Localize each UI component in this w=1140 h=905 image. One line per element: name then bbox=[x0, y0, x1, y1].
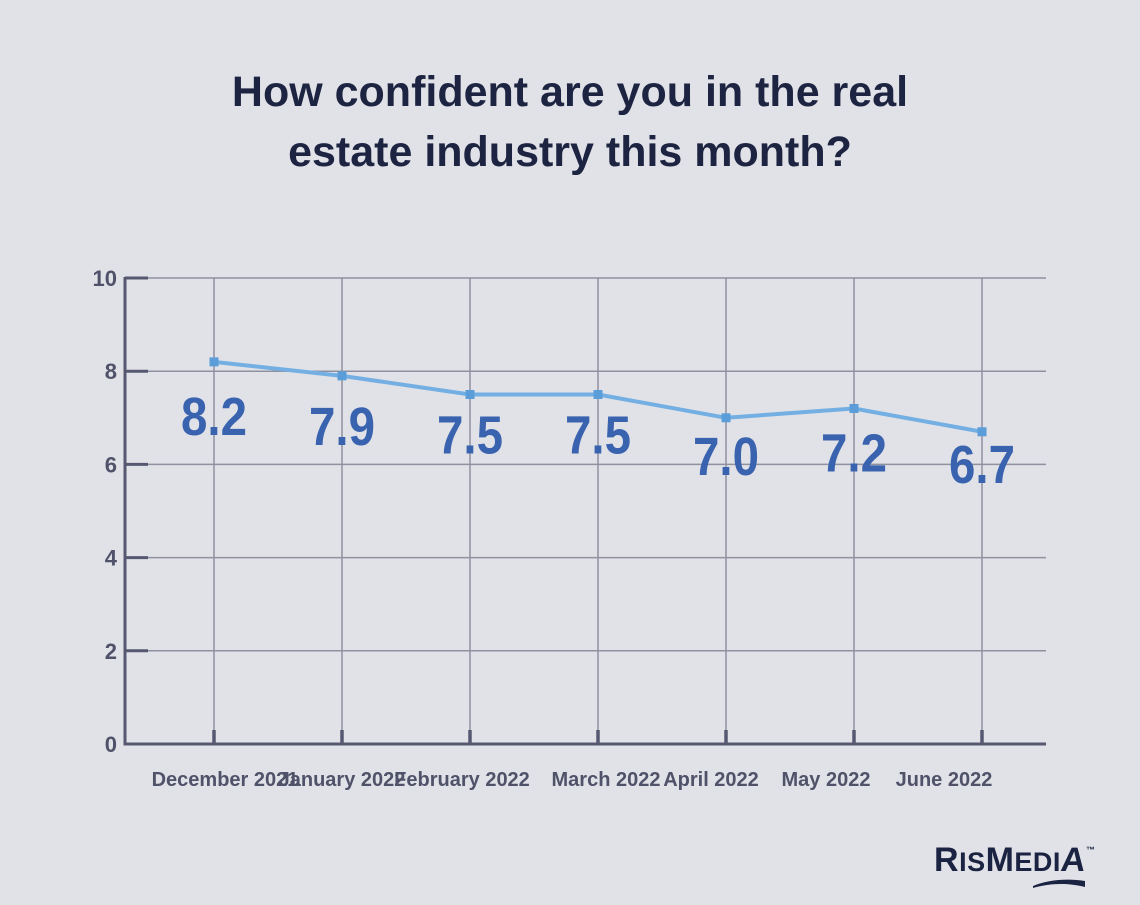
logo-segment: IS bbox=[959, 847, 986, 877]
data-point-value-label: 7.5 bbox=[565, 406, 631, 466]
data-point-marker bbox=[721, 413, 731, 423]
data-point-marker bbox=[593, 390, 603, 399]
page-title-line-2: estate industry this month? bbox=[288, 128, 852, 176]
logo-swoosh-icon bbox=[1033, 879, 1085, 888]
y-axis-labels: 0 2 4 6 8 10 bbox=[93, 266, 118, 757]
logo-segment: M bbox=[985, 841, 1015, 879]
x-axis-category-label: May 2022 bbox=[782, 769, 871, 791]
y-axis-tick-label: 0 bbox=[105, 732, 117, 757]
logo-segment: R bbox=[934, 841, 960, 879]
page-title-line-1: How confident are you in the real bbox=[231, 68, 909, 116]
data-point-value-label: 7.2 bbox=[821, 423, 887, 483]
data-point-marker bbox=[849, 403, 859, 413]
page-title: How confident are you in the real estate… bbox=[0, 62, 1140, 182]
logo-segment: A bbox=[1058, 841, 1088, 879]
rismedia-logo: RISMEDIA™ bbox=[934, 833, 1095, 888]
data-point-markers bbox=[209, 357, 987, 437]
y-axis-tick-label: 10 bbox=[93, 266, 117, 291]
horizontal-gridlines bbox=[125, 277, 1046, 652]
x-axis-category-label: February 2022 bbox=[394, 769, 530, 791]
y-axis-tick-label: 4 bbox=[105, 546, 118, 571]
data-point-value-label: 7.5 bbox=[437, 406, 503, 466]
y-axis-tick-label: 2 bbox=[105, 639, 117, 664]
x-axis-category-label: January 2022 bbox=[279, 769, 406, 791]
data-point-marker bbox=[209, 357, 219, 367]
logo-segment: EDI bbox=[1014, 847, 1061, 877]
x-axis-category-label: June 2022 bbox=[896, 769, 993, 791]
y-axis-tick-label: 8 bbox=[105, 359, 117, 384]
data-point-value-label: 7.9 bbox=[309, 397, 375, 457]
data-point-marker bbox=[977, 427, 987, 437]
data-point-marker bbox=[337, 371, 347, 381]
x-axis-category-label: December 2021 bbox=[152, 769, 299, 791]
data-point-value-label: 7.0 bbox=[693, 427, 759, 487]
vertical-gridlines bbox=[213, 278, 983, 744]
tick-marks bbox=[125, 276, 984, 744]
data-point-value-label: 8.2 bbox=[181, 387, 247, 447]
data-point-marker bbox=[465, 390, 475, 399]
value-labels: 8.2 7.9 7.5 7.5 7.0 7.2 6.7 bbox=[181, 387, 1015, 495]
x-axis-category-label: April 2022 bbox=[663, 769, 759, 791]
data-point-value-label: 6.7 bbox=[949, 435, 1015, 495]
axes bbox=[123, 277, 1046, 746]
y-axis-tick-label: 6 bbox=[105, 452, 117, 477]
x-axis-category-label: March 2022 bbox=[552, 769, 661, 791]
trademark-symbol: ™ bbox=[1086, 845, 1095, 855]
